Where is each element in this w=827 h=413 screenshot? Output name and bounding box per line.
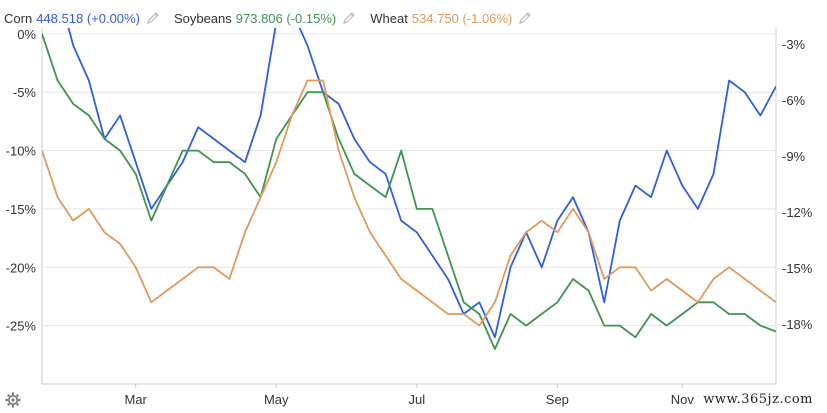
edit-pencil-icon[interactable]	[342, 11, 356, 25]
series-line-corn[interactable]	[42, 0, 776, 339]
legend-item-soybeans[interactable]: Soybeans 973.806 (-0.15%)	[174, 11, 356, 26]
series-line-soybeans[interactable]	[42, 33, 776, 350]
legend-item-corn[interactable]: Corn 448.518 (+0.00%)	[4, 11, 160, 26]
legend-label-wheat: Wheat	[370, 10, 408, 26]
y-tick-label-right: -9%	[782, 149, 806, 164]
legend: Corn 448.518 (+0.00%) Soybeans 973.806 (…	[4, 9, 546, 27]
y-tick-label-right: -15%	[782, 261, 813, 276]
edit-pencil-icon[interactable]	[146, 11, 160, 25]
y-tick-label-left: -20%	[6, 260, 37, 275]
y-tick-label-left: 0%	[17, 27, 36, 42]
legend-item-wheat[interactable]: Wheat 534.750 (-1.06%)	[370, 11, 532, 26]
legend-value-wheat: 534.750 (-1.06%)	[412, 11, 512, 26]
legend-label-corn: Corn	[4, 10, 33, 26]
y-tick-label-left: -15%	[6, 202, 37, 217]
watermark: www.365jz.com	[703, 392, 813, 407]
legend-value-soybeans: 973.806 (-0.15%)	[236, 11, 336, 26]
y-tick-label-right: -6%	[782, 93, 806, 108]
y-tick-label-left: -25%	[6, 319, 37, 334]
x-tick-label: Nov	[671, 392, 695, 407]
series-line-wheat[interactable]	[42, 79, 776, 327]
y-tick-label-right: -3%	[782, 37, 806, 52]
x-tick-label: Jul	[408, 392, 425, 407]
y-tick-label-left: -5%	[13, 85, 37, 100]
legend-label-soybeans: Soybeans	[173, 10, 232, 26]
y-tick-label-left: -10%	[6, 144, 37, 159]
legend-price-soybeans: 973.806	[235, 10, 283, 26]
legend-change-wheat: (-1.06%)	[462, 10, 513, 26]
legend-value-corn: 448.518 (+0.00%)	[36, 11, 140, 26]
legend-price-wheat: 534.750	[411, 10, 459, 26]
y-tick-label-right: -12%	[782, 205, 813, 220]
legend-price-corn: 448.518	[36, 10, 84, 26]
edit-pencil-icon[interactable]	[518, 11, 532, 25]
settings-gear-icon[interactable]	[5, 392, 21, 408]
y-tick-label-right: -18%	[782, 317, 813, 332]
legend-change-corn: (+0.00%)	[86, 10, 140, 26]
x-tick-label: Sep	[546, 392, 569, 407]
x-tick-label: May	[264, 392, 289, 407]
x-tick-label: Mar	[125, 392, 148, 407]
legend-change-soybeans: (-0.15%)	[286, 10, 337, 26]
